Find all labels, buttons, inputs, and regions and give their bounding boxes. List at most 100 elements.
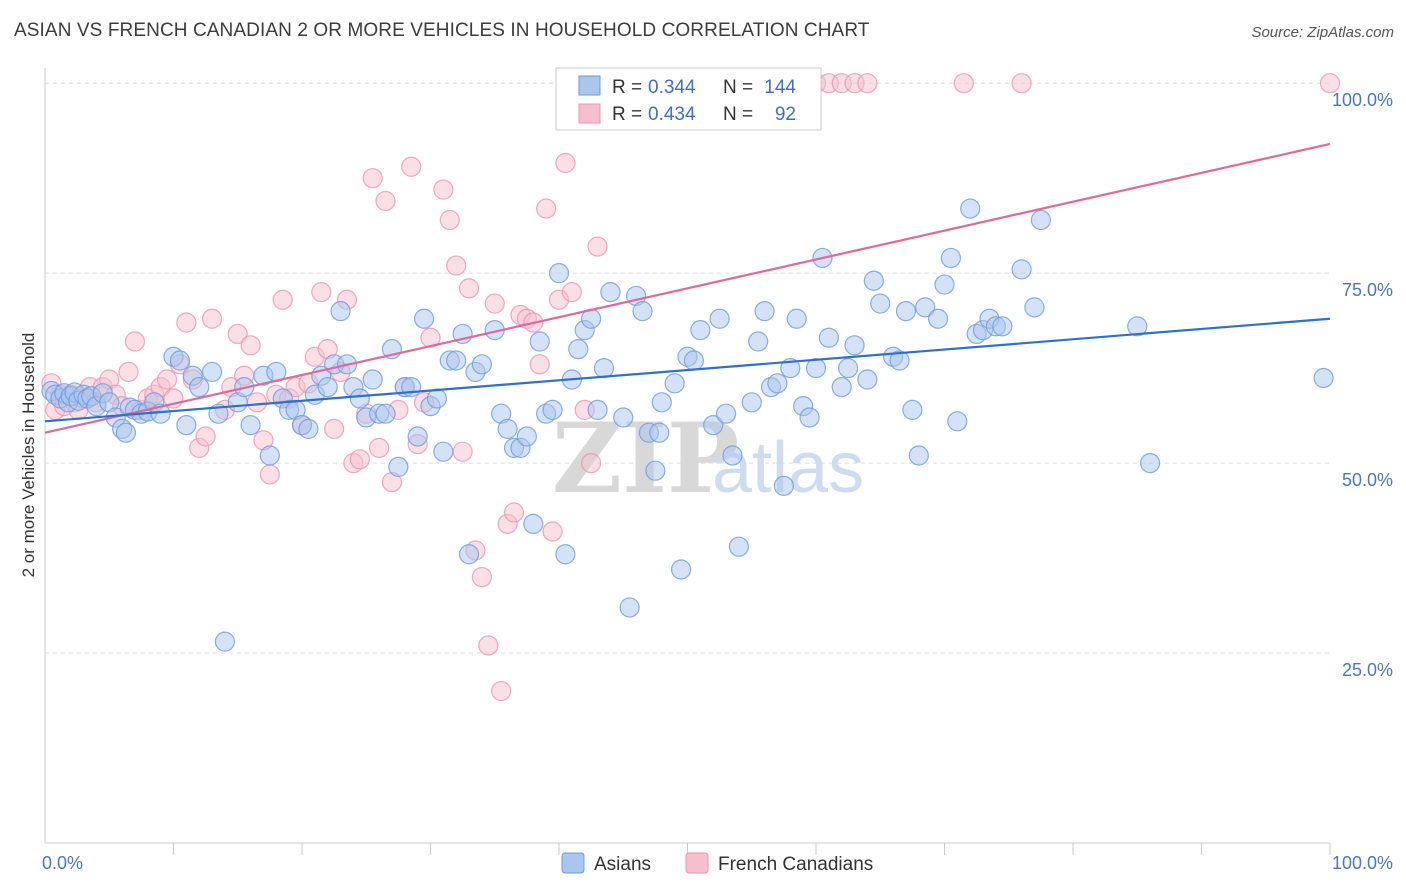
french-canadians-point <box>561 282 582 303</box>
asians-point <box>542 399 563 421</box>
asians-point <box>908 445 929 466</box>
y-tick-label-75: 75.0% <box>1342 280 1393 300</box>
legend-r-value-french: 0.434 <box>648 104 696 125</box>
asians-point <box>555 544 576 565</box>
chart-title: ASIAN VS FRENCH CANADIAN 2 OR MORE VEHIC… <box>14 20 870 41</box>
asians-point <box>523 513 544 534</box>
asians-point <box>632 301 653 322</box>
asians-point <box>176 415 197 436</box>
legend-n-value-french: 92 <box>775 104 796 125</box>
french-canadians-point <box>156 369 178 390</box>
asians-point <box>375 403 396 424</box>
asians-point <box>298 418 319 440</box>
bottom-legend-swatch-asians <box>561 852 585 874</box>
asians-point <box>259 445 280 466</box>
french-canadians-point <box>272 289 293 310</box>
french-canadians-point <box>324 418 345 440</box>
y-tick-label-50: 50.0% <box>1342 470 1393 490</box>
french-canadians-point <box>471 566 492 588</box>
french-canadians-point <box>581 452 602 474</box>
asians-point <box>748 331 769 352</box>
french-canadians-point <box>401 156 422 177</box>
asians-point <box>857 369 878 390</box>
french-canadians-point <box>439 209 460 231</box>
trend-lines <box>44 142 1331 434</box>
asians-point <box>587 399 608 421</box>
asians-point <box>446 350 467 371</box>
y-tick-label-25: 25.0% <box>1342 660 1393 680</box>
french-canadians-point <box>1319 73 1341 94</box>
french-canadians-point <box>176 312 197 333</box>
french-canadians-point <box>491 680 512 702</box>
asians-point <box>388 456 409 477</box>
bottom-legend-french: French Canadians <box>718 854 873 875</box>
asians-point <box>703 415 724 436</box>
french-canadians-point <box>433 179 454 200</box>
asians-point <box>889 350 910 371</box>
legend-n-label-asians: N = <box>723 77 753 98</box>
asians-point <box>115 422 137 443</box>
asians-point <box>651 392 672 413</box>
asians-point <box>838 358 859 379</box>
asians-point <box>1313 367 1334 389</box>
french-canadians-point <box>503 502 525 523</box>
asians-point <box>649 422 670 443</box>
watermark-atlas: atlas <box>712 428 864 508</box>
asians-point <box>947 411 968 432</box>
french-canadians-point <box>953 73 974 94</box>
french-canadians-point <box>446 255 467 276</box>
french-canadians-point <box>201 308 223 329</box>
asians-point <box>568 339 589 360</box>
asians-point <box>722 445 743 466</box>
french-canadians-point <box>227 323 248 345</box>
asians-point <box>780 358 801 379</box>
asians-point <box>600 282 621 303</box>
asians-point <box>863 270 884 291</box>
french-canadians-point <box>362 168 383 189</box>
french-canadians-point <box>124 331 146 352</box>
asians-point <box>934 274 955 295</box>
french-canadians-trend-line <box>44 142 1331 434</box>
asians-point <box>240 415 261 436</box>
asians-point <box>362 369 383 390</box>
asians-point <box>593 358 615 379</box>
french-canadians-point <box>555 152 576 174</box>
asians-point <box>1127 316 1148 337</box>
legend-swatch-asians <box>578 75 601 96</box>
asians-point <box>773 475 794 496</box>
french-canadians-point <box>536 198 557 219</box>
asians-point <box>433 441 454 462</box>
legend-r-label-asians: R = <box>612 77 642 98</box>
asians-point <box>401 377 422 398</box>
x-tick-label-left: 0.0% <box>42 853 83 873</box>
french-canadians-point <box>246 392 268 413</box>
asians-trend-line <box>44 317 1331 423</box>
french-canadians-point <box>349 449 370 470</box>
asians-point <box>407 426 428 447</box>
french-canadians-point <box>420 327 441 348</box>
asians-point <box>413 308 435 329</box>
french-canadians-point <box>587 236 608 257</box>
asians-point <box>915 297 936 318</box>
asians-point <box>497 418 518 440</box>
asians-point <box>1011 259 1032 280</box>
french-canadians-point <box>240 335 261 356</box>
french-canadians-point <box>259 464 280 485</box>
french-canadians-point <box>1011 73 1032 94</box>
asians-point <box>201 361 223 383</box>
asians-point <box>1030 209 1051 231</box>
legend-r-value-asians: 0.344 <box>648 77 696 98</box>
asians-point <box>349 388 370 409</box>
asians-point <box>516 426 537 447</box>
legend-n-label-french: N = <box>723 104 753 125</box>
asians-point <box>1139 452 1161 474</box>
asians-point <box>940 247 962 269</box>
french-canadians-point <box>478 635 499 656</box>
asians-point <box>927 308 949 329</box>
french-canadians-point <box>118 361 139 383</box>
asians-point <box>818 327 839 348</box>
asians-point <box>548 263 570 284</box>
asians-point <box>741 392 762 413</box>
bottom-legend-asians: Asians <box>594 854 651 875</box>
asians-point <box>844 335 865 356</box>
